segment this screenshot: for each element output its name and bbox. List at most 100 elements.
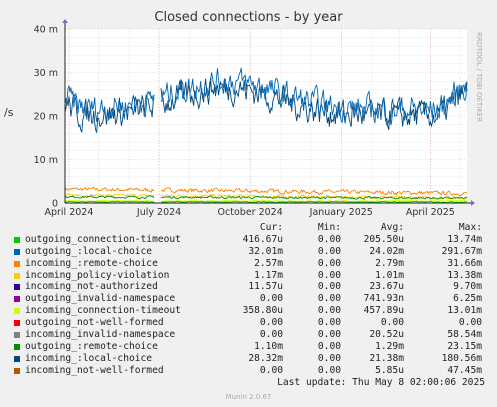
legend-swatch (14, 272, 20, 279)
legend-avg-value: 457.89u (363, 305, 404, 317)
legend-swatch (14, 284, 20, 291)
legend-max-value: 31.66m (447, 257, 482, 269)
series-line-incoming-local-choice (64, 77, 468, 134)
legend-cur-value: 2.57m (254, 257, 283, 269)
legend-series-name: incoming_:local-choice (25, 352, 153, 364)
legend-avg-value: 2.79m (375, 257, 404, 269)
x-tick-label: April 2025 (406, 207, 455, 218)
x-axis-arrow (471, 200, 475, 206)
legend-max-value: 0.00 (458, 317, 482, 329)
legend-swatch (14, 355, 20, 362)
legend-header-max: Max: (458, 222, 482, 233)
legend-max-value: 9.70m (453, 281, 482, 293)
legend-cur-value: 0.00 (259, 364, 283, 376)
series-line-outgoing-remote-choice (64, 195, 468, 200)
legend-min-value: 0.00 (317, 245, 341, 257)
x-tick-label: April 2024 (44, 207, 93, 218)
legend-avg-value: 1.01m (375, 269, 404, 281)
legend-header-min: Min: (317, 222, 341, 233)
x-tick-label: January 2025 (309, 207, 373, 218)
legend-cur-value: 416.67u (242, 233, 283, 245)
y-tick-label: 40 m (34, 25, 58, 36)
legend-header-avg: Avg: (380, 222, 404, 233)
legend-series-name: outgoing_connection-timeout (25, 233, 181, 245)
legend-avg-value: 1.29m (375, 340, 404, 352)
legend-avg-value: 0.00 (380, 317, 404, 329)
y-axis-arrow (62, 19, 68, 23)
legend-cur-value: 28.32m (248, 352, 283, 364)
legend-series-name: outgoing_invalid-namespace (25, 293, 176, 305)
legend-min-value: 0.00 (317, 317, 341, 329)
legend-swatch (14, 248, 20, 255)
y-tick-label: 10 m (34, 155, 58, 166)
legend-min-value: 0.00 (317, 257, 341, 269)
legend-min-value: 0.00 (317, 340, 341, 352)
legend-series-name: outgoing_:local-choice (25, 245, 153, 257)
legend-swatch (14, 296, 20, 303)
legend-swatch (14, 308, 20, 315)
legend-avg-value: 741.93n (363, 293, 404, 305)
legend-avg-value: 20.52u (369, 329, 404, 341)
legend-avg-value: 5.85u (375, 364, 404, 376)
legend-min-value: 0.00 (317, 364, 341, 376)
legend-series-name: incoming_not-authorized (25, 281, 158, 293)
legend-series-name: incoming_:remote-choice (25, 257, 158, 269)
y-tick-label: 0 (52, 199, 58, 210)
legend-min-value: 0.00 (317, 281, 341, 293)
legend-cur-value: 0.00 (259, 293, 283, 305)
y-axis-label: /s (4, 106, 14, 119)
legend-max-value: 291.67m (441, 245, 482, 257)
legend-series-name: incoming_policy-violation (25, 269, 170, 281)
footer: Munin 2.0.67 (225, 393, 272, 401)
series-line-outgoing-local-choice (64, 67, 468, 127)
plot-area: 0 10 m 20 m 30 m 40 m April 2024 July 2024 Octo… (34, 19, 475, 218)
legend-avg-value: 205.50u (363, 233, 404, 245)
legend-cur-value: 1.17m (254, 269, 283, 281)
legend-swatch (14, 367, 20, 374)
legend-series-name: outgoing_:remote-choice (25, 340, 158, 352)
legend-header-cur: Cur: (259, 222, 283, 233)
legend-max-value: 23.15m (447, 340, 482, 352)
legend-cur-value: 0.00 (259, 317, 283, 329)
legend-avg-value: 21.38m (369, 352, 404, 364)
legend-series-name: incoming_not-well-formed (25, 364, 164, 376)
legend-max-value: 180.56m (441, 352, 482, 364)
legend-series-name: incoming_connection-timeout (25, 305, 181, 317)
legend-min-value: 0.00 (317, 352, 341, 364)
series-line-outgoing-connection-timeout (65, 200, 468, 203)
legend-series-name: outgoing_not-well-formed (25, 317, 164, 329)
legend-max-value: 58.54m (447, 329, 482, 341)
legend-cur-value: 32.01m (248, 245, 283, 257)
legend-min-value: 0.00 (317, 293, 341, 305)
svg-text:RRDTOOL / TOBI OETIKER: RRDTOOL / TOBI OETIKER (475, 32, 483, 122)
y-tick-label: 30 m (34, 68, 58, 79)
chart-title: Closed connections - by year (154, 10, 343, 25)
series-line-incoming-remote-choice (64, 186, 468, 197)
y-tick-label: 20 m (34, 112, 58, 123)
legend-min-value: 0.00 (317, 269, 341, 281)
legend-swatch (14, 332, 20, 339)
x-tick-label: July 2024 (136, 207, 181, 218)
legend-avg-value: 24.02m (369, 245, 404, 257)
legend-min-value: 0.00 (317, 329, 341, 341)
legend-swatch (14, 236, 20, 243)
legend-max-value: 13.38m (447, 269, 482, 281)
x-tick-label: October 2024 (218, 207, 283, 218)
legend-max-value: 13.01m (447, 305, 482, 317)
legend-swatch (14, 320, 20, 327)
legend-cur-value: 1.10m (254, 340, 283, 352)
legend-cur-value: 358.80u (242, 305, 283, 317)
legend-series-name: incoming_invalid-namespace (25, 329, 176, 341)
legend-cur-value: 0.00 (259, 329, 283, 341)
rrdtool-watermark: RRDTOOL / TOBI OETIKER (475, 32, 483, 122)
legend-swatch (14, 343, 20, 350)
legend-max-value: 6.25m (453, 293, 482, 305)
legend-cur-value: 11.57u (248, 281, 283, 293)
legend-min-value: 0.00 (317, 233, 341, 245)
legend-min-value: 0.00 (317, 305, 341, 317)
last-update: Last update: Thu May 8 02:00:06 2025 (277, 377, 485, 388)
legend-avg-value: 23.67u (369, 281, 404, 293)
legend-max-value: 13.74m (447, 233, 482, 245)
legend-swatch (14, 260, 20, 267)
legend-max-value: 47.45m (447, 364, 482, 376)
